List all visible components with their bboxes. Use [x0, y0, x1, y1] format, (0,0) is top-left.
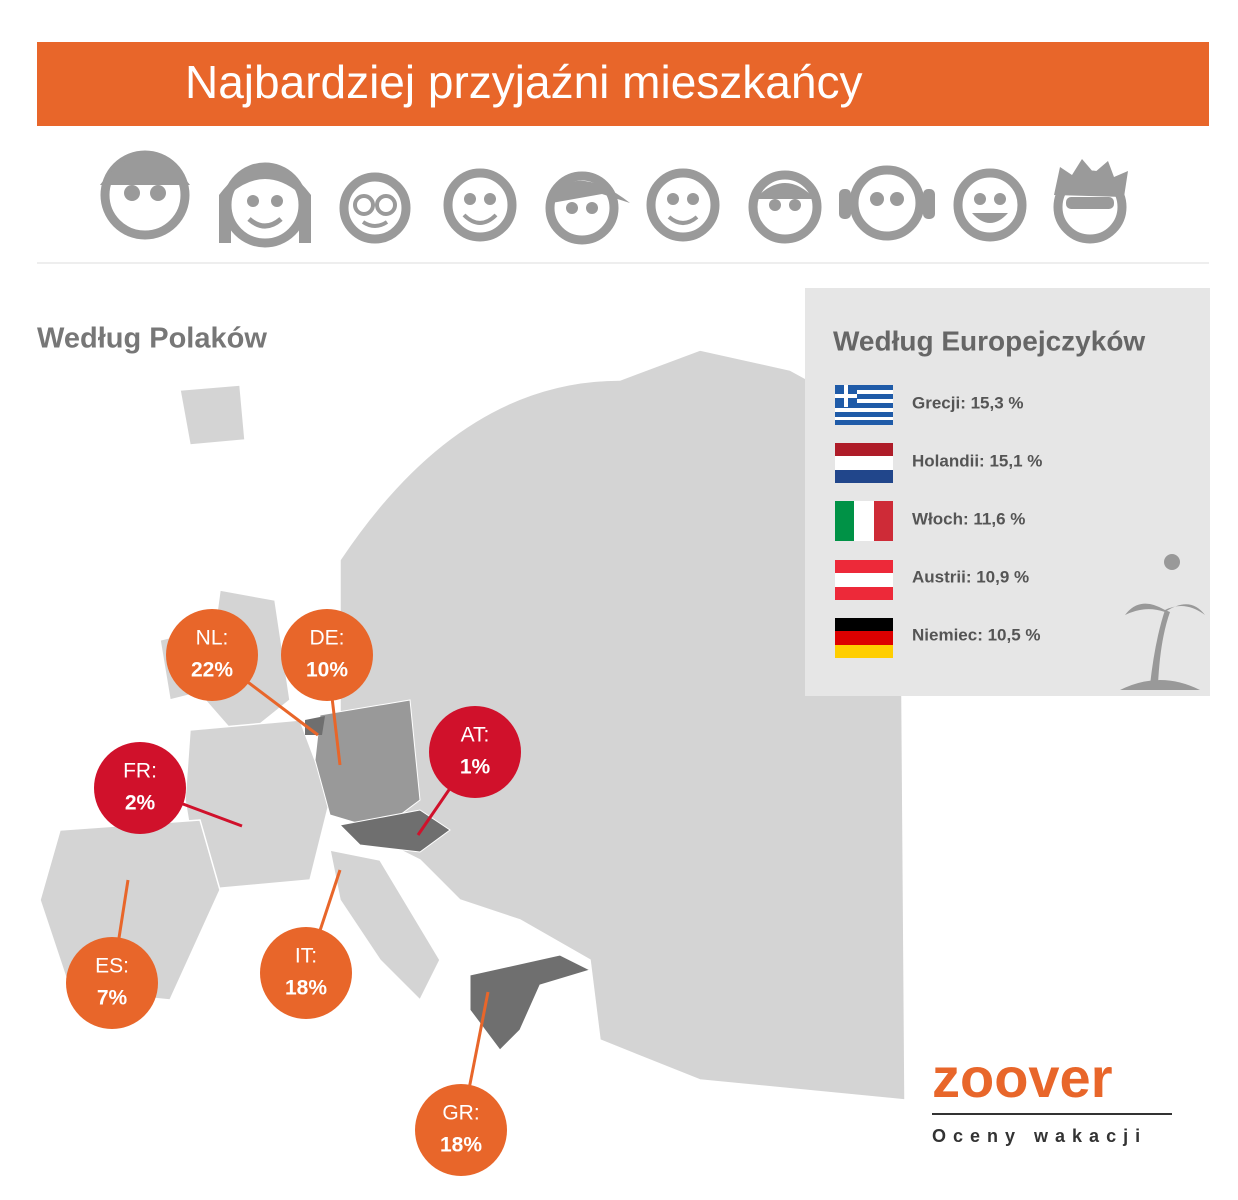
- bubble-code: DE:: [309, 627, 344, 650]
- bubble: [429, 706, 521, 798]
- bubble: [260, 927, 352, 1019]
- bubble: [281, 609, 373, 701]
- map: [39, 349, 906, 1101]
- panel-items: Grecji: 15,3 % Holandii: 15,1 % Włoch: 11,…: [912, 393, 1042, 644]
- bubble-code: NL:: [196, 627, 229, 650]
- bubble-value: 18%: [440, 1134, 482, 1157]
- bubble-value: 2%: [125, 792, 156, 815]
- palm-icon: [1120, 554, 1205, 690]
- panel-item: Niemiec: 10,5 %: [912, 625, 1041, 644]
- bubble-code: AT:: [461, 724, 490, 747]
- bubble-value: 18%: [285, 977, 327, 1000]
- panel-item: Austrii: 10,9 %: [912, 567, 1029, 586]
- logo-tagline: Oceny wakacji: [932, 1126, 1147, 1146]
- panel-item: Włoch: 11,6 %: [912, 509, 1025, 528]
- faces: [100, 150, 1128, 248]
- left-heading: Według Polaków: [37, 323, 267, 355]
- title-bar: [37, 42, 1209, 126]
- flags: [835, 385, 893, 658]
- bubble: [415, 1084, 507, 1176]
- panel-heading: Według Europejczyków: [833, 325, 1145, 356]
- title: Najbardziej przyjaźni mieszkańcy: [185, 56, 862, 108]
- panel-item: Holandii: 15,1 %: [912, 451, 1042, 470]
- bubble-value: 7%: [97, 987, 128, 1010]
- bubbles: NL: 22% DE: 10% AT: 1% FR: 2% ES: 7% IT: 18% GR: 18%: [66, 609, 521, 1176]
- bubble-code: IT:: [295, 945, 317, 968]
- bubble-code: FR:: [123, 760, 157, 783]
- bubble-value: 22%: [191, 659, 233, 682]
- bubble: [94, 742, 186, 834]
- bubble-value: 10%: [306, 659, 348, 682]
- bubble-value: 1%: [460, 756, 491, 779]
- logo: zoover: [932, 1046, 1113, 1109]
- bubble-code: ES:: [95, 955, 129, 978]
- bubble: [166, 609, 258, 701]
- bubble-code: GR:: [442, 1102, 479, 1125]
- panel-item: Grecji: 15,3 %: [912, 393, 1024, 412]
- bubble: [66, 937, 158, 1029]
